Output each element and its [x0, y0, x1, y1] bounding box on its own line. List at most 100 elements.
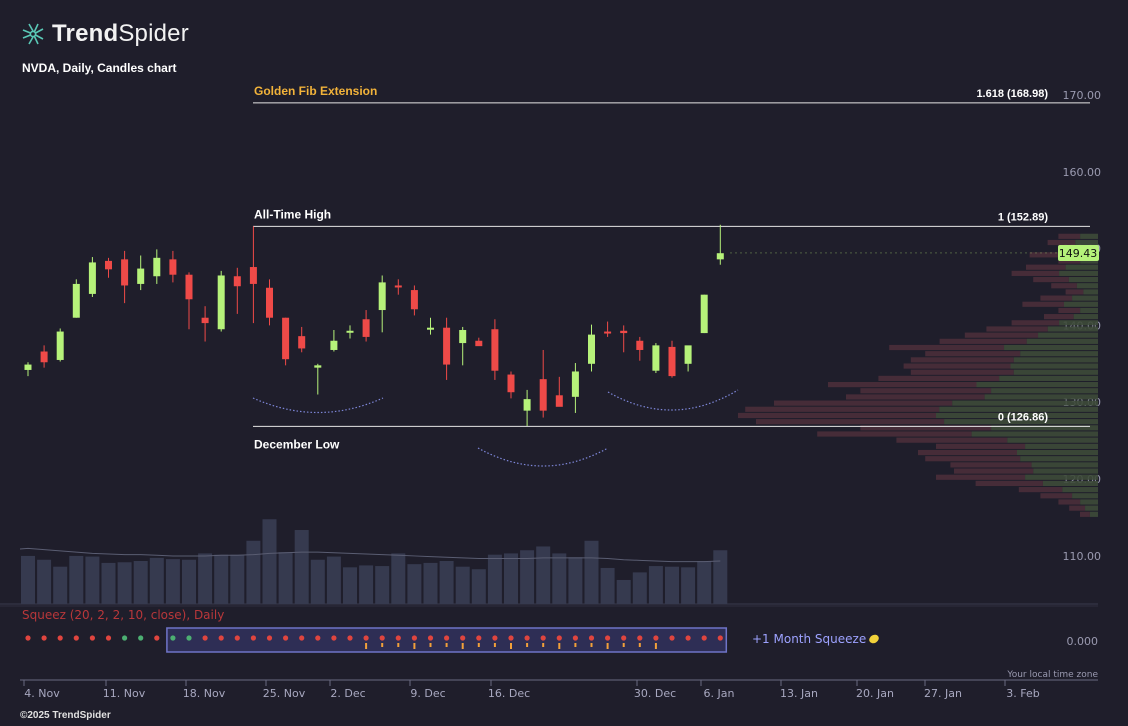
volume-bar [53, 566, 68, 604]
squeeze-dot [170, 635, 176, 641]
volume-profile-row-down [986, 326, 1048, 332]
volume-bar [568, 557, 583, 604]
volume-profile-row-down [774, 400, 953, 406]
time-tick-label: 16. Dec [488, 687, 530, 700]
squeeze-dot [379, 635, 385, 641]
indicator-title: Squeez (20, 2, 2, 10, close), Daily [22, 608, 224, 622]
volume-bar [246, 540, 261, 604]
volume-bar [471, 569, 486, 604]
candle-body-down [298, 336, 306, 349]
squeeze-dot [315, 635, 321, 641]
momentum-bar [510, 643, 512, 649]
volume-profile-row-up [1025, 474, 1098, 480]
candle-body-down [539, 379, 547, 411]
volume-bar [375, 566, 390, 604]
volume-profile-row-up [1017, 449, 1098, 456]
volume-profile-row-down [1051, 283, 1077, 289]
candle-body-down [507, 374, 515, 393]
volume-profile-row-down [1022, 301, 1064, 307]
volume-profile-row-up [1026, 338, 1098, 344]
volume-profile-row-up [1080, 499, 1098, 505]
momentum-bar [493, 643, 496, 647]
time-tick-label: 20. Jan [856, 687, 894, 700]
candle-body-up [588, 334, 595, 364]
price-tick-label: 160.00 [1063, 166, 1102, 179]
volume-bar [214, 554, 229, 604]
volume-profile-row-down [910, 369, 1014, 375]
candle-body-up [652, 345, 660, 371]
squeeze-dot [331, 635, 337, 641]
squeeze-dot [411, 635, 417, 641]
candle-body-up [330, 340, 338, 350]
squeeze-dot [444, 635, 450, 641]
squeeze-dot [138, 635, 144, 641]
volume-profile-row-up [1073, 314, 1098, 320]
time-tick-label: 3. Feb [1006, 687, 1039, 700]
candle-body-up [571, 371, 579, 397]
candle-body-up [700, 294, 708, 334]
candle-body-down [249, 267, 257, 284]
squeeze-dot [460, 635, 466, 641]
squeeze-dot [717, 635, 723, 641]
volume-bar [487, 554, 502, 604]
volume-bar [117, 562, 132, 604]
momentum-bar [429, 643, 432, 647]
momentum-bar [526, 643, 529, 647]
volume-profile-row-up [1065, 264, 1098, 270]
cup-pattern-arc [252, 397, 384, 414]
volume-bar [278, 552, 293, 604]
momentum-bar [638, 643, 641, 647]
time-tick-label: 6. Jan [704, 687, 735, 700]
volume-bar [681, 567, 696, 604]
volume-profile-row-down [1047, 239, 1076, 246]
volume-bar [584, 540, 599, 604]
squeeze-dot [524, 635, 530, 641]
price-tick-label: 110.00 [1063, 550, 1102, 563]
squeeze-annotation: +1 Month Squeeze [752, 632, 866, 646]
volume-bar [343, 567, 357, 604]
volume-bar [423, 562, 438, 604]
volume-profile-row-down [903, 363, 1011, 369]
price-tick-label: 170.00 [1063, 89, 1102, 102]
squeeze-dot [508, 635, 514, 641]
candle-body-up [72, 283, 80, 318]
volume-profile-row-down [896, 437, 1008, 443]
time-tick-label: 11. Nov [103, 687, 146, 700]
volume-profile-row-up [1072, 493, 1098, 499]
squeeze-dot [540, 635, 546, 641]
volume-profile-row-up [976, 381, 1098, 388]
timezone-note: Your local time zone [1006, 670, 1098, 680]
volume-profile-row-down [1065, 289, 1084, 295]
squeeze-dot [105, 635, 112, 641]
volume-profile-row-down [1011, 270, 1060, 276]
volume-profile-row-up [1020, 456, 1098, 462]
candle-body-down [282, 317, 290, 360]
volume-profile-row-down [925, 351, 1021, 357]
volume-bar [520, 550, 535, 604]
candle-body-down [620, 330, 628, 334]
volume-profile-row-down [1080, 511, 1090, 517]
candle-body-up [716, 253, 724, 260]
volume-bar [616, 579, 631, 604]
candle-body-down [636, 340, 644, 350]
level-label: All-Time High [254, 207, 331, 221]
volume-profile-row-up [1076, 283, 1098, 289]
momentum-bar [574, 643, 577, 647]
squeeze-dot [685, 635, 691, 641]
squeeze-dot [25, 635, 31, 641]
volume-profile-row-down [878, 375, 1000, 381]
candle-body-up [459, 330, 467, 344]
volume-bar [326, 556, 341, 604]
brand-logo: TrendSpider [20, 20, 189, 48]
volume-bar [165, 559, 180, 604]
volume-profile-row-down [889, 344, 1005, 351]
cup-pattern-arc [607, 389, 739, 411]
volume-profile-row-up [1038, 332, 1098, 338]
volume-bar [552, 553, 567, 604]
volume-bar [182, 559, 196, 604]
level-label: Golden Fib Extension [254, 84, 377, 98]
momentum-bar [365, 643, 368, 649]
volume-profile-row-down [860, 425, 992, 431]
volume-bar [407, 564, 422, 604]
